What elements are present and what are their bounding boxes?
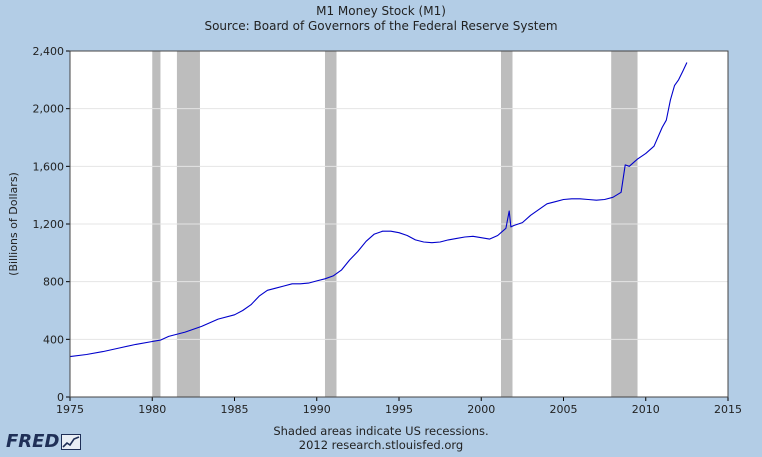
y-tick-label: 1,200: [33, 218, 65, 231]
fred-logo-text: FRED: [6, 431, 60, 452]
x-tick-label: 2005: [550, 403, 578, 416]
x-tick-label: 1980: [138, 403, 166, 416]
y-tick-label: 1,600: [33, 160, 65, 173]
x-tick-label: 2010: [632, 403, 660, 416]
x-tick-label: 2000: [467, 403, 495, 416]
line-chart-icon: [61, 433, 82, 450]
y-tick-label: 0: [57, 391, 64, 404]
chart-footer: Shaded areas indicate US recessions. 201…: [0, 424, 762, 452]
plot-frame: [69, 50, 729, 398]
axes: 0 400 800 1,200 1,600 2,000 2,400 1975 1980 1985 1…: [33, 45, 743, 416]
fred-logo[interactable]: FRED: [6, 431, 82, 452]
y-tick-label: 400: [43, 333, 64, 346]
y-tick-label: 2,400: [33, 45, 65, 58]
series-line-0: [69, 62, 688, 358]
y-tick-label: 800: [43, 276, 64, 289]
chart-subtitle: Source: Board of Governors of the Federa…: [204, 19, 558, 33]
x-tick-label: 1985: [221, 403, 249, 416]
x-tick-label: 2015: [714, 403, 742, 416]
recession-note: Shaded areas indicate US recessions.: [273, 424, 489, 438]
series-layer: [69, 62, 688, 358]
y-axis-label: (Billions of Dollars): [7, 172, 20, 276]
y-tick-label: 2,000: [33, 103, 65, 116]
gridlines: [70, 108, 728, 340]
x-tick-label: 1995: [385, 403, 413, 416]
x-tick-label: 1990: [303, 403, 331, 416]
chart-title-block: M1 Money Stock (M1) Source: Board of Gov…: [0, 4, 762, 34]
chart-title: M1 Money Stock (M1): [316, 4, 446, 18]
source-url[interactable]: 2012 research.stlouisfed.org: [298, 438, 464, 452]
x-tick-label: 1975: [56, 403, 84, 416]
